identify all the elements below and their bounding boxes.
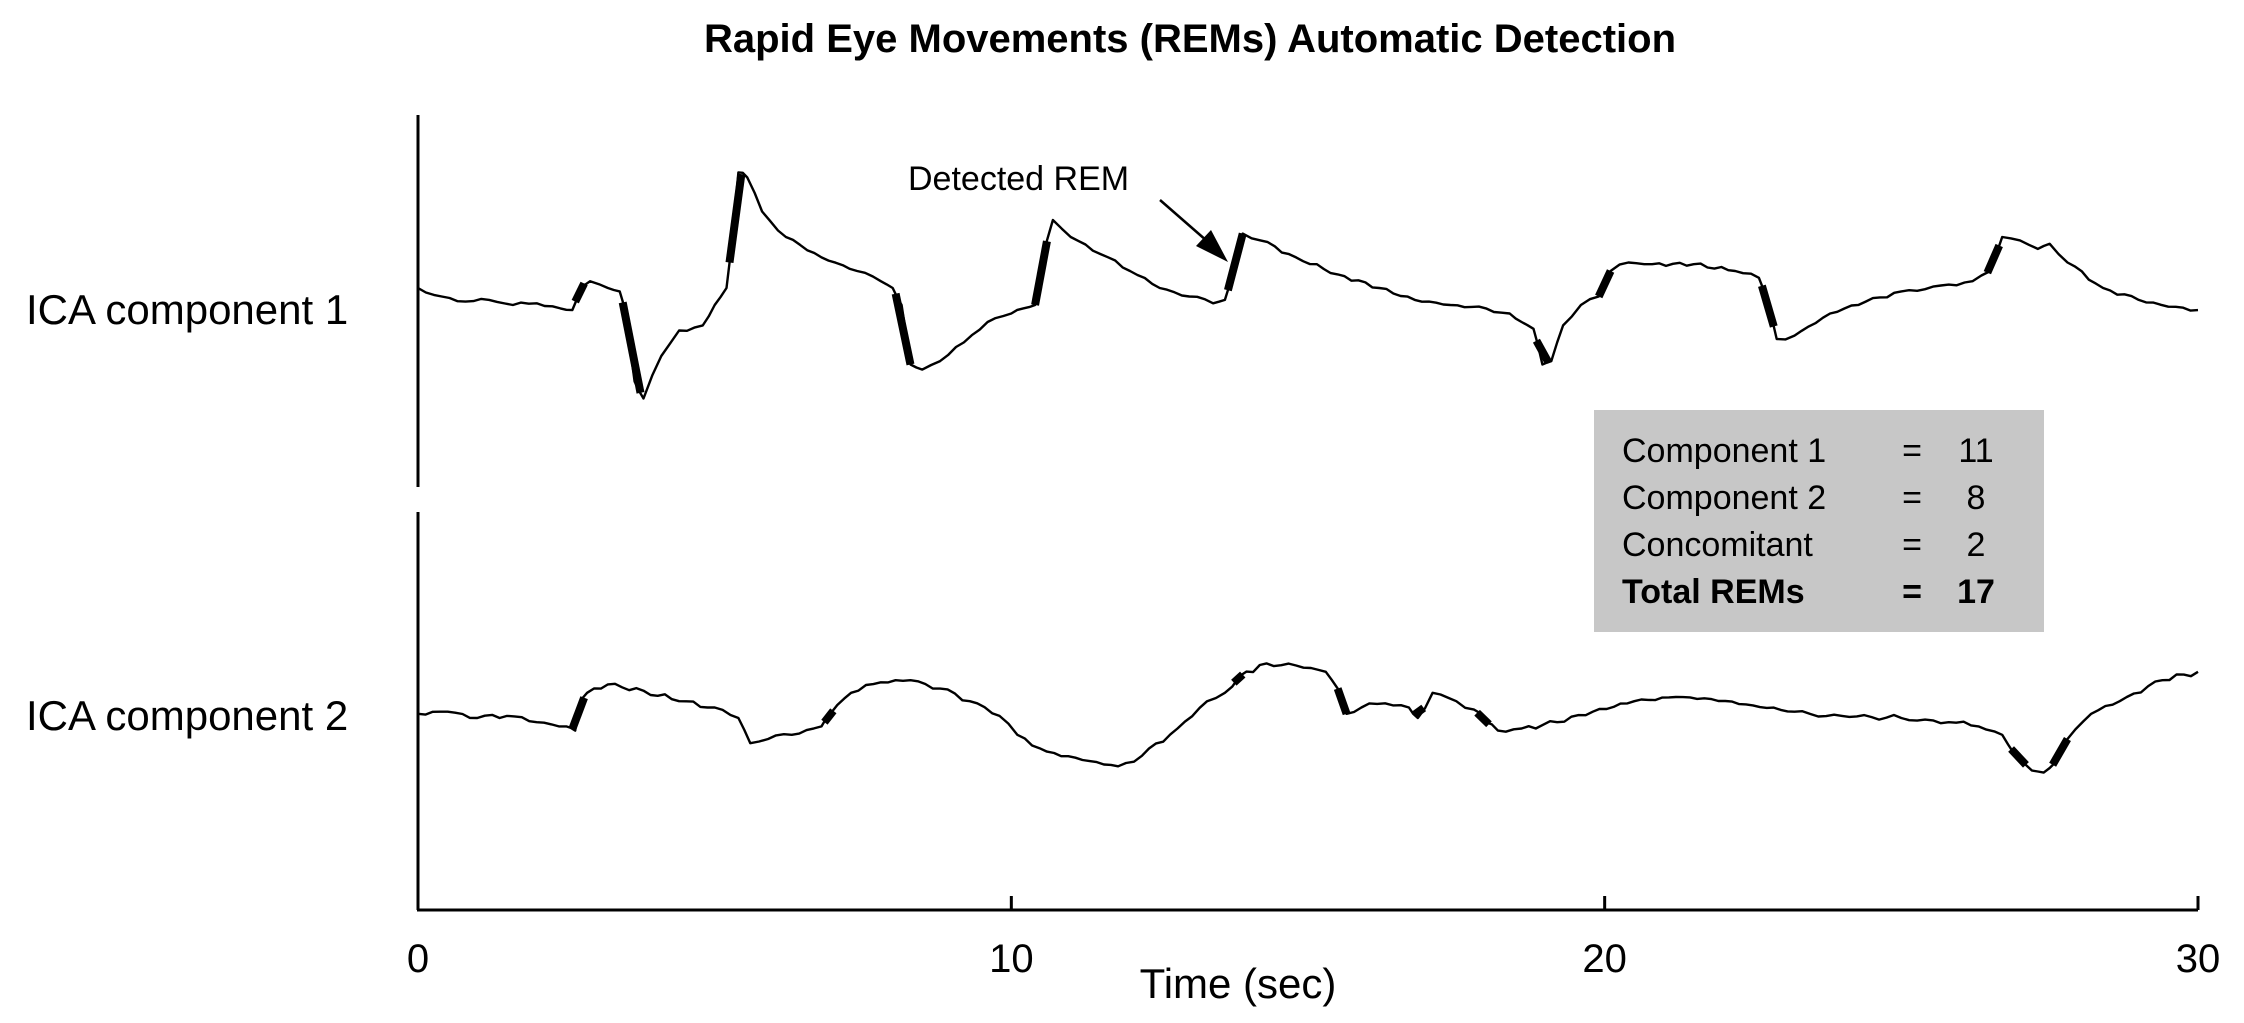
- rem-marker-s2-5: [1412, 704, 1427, 718]
- rem-marker-s2-4: [1333, 687, 1351, 716]
- rem-marker-s1-3: [725, 173, 746, 264]
- rem-marker-s1-2: [618, 301, 645, 394]
- annotation-text: Detected REM: [908, 160, 1129, 198]
- summary-eq-2: =: [1902, 479, 1922, 517]
- summary-label-2: Component 2: [1622, 479, 1826, 517]
- summary-eq-3: =: [1902, 526, 1922, 564]
- summary-eq-4: =: [1902, 573, 1922, 611]
- rem-marker-s1-7: [1532, 338, 1552, 365]
- rem-marker-s1-9: [1758, 284, 1778, 328]
- summary-value-4: 17: [1957, 573, 1995, 611]
- series-line-1: [417, 171, 2199, 400]
- annotation-arrowhead: [1196, 230, 1228, 262]
- rem-marker-s1-10: [1983, 243, 2003, 275]
- summary-table: Component 1 = 11 Component 2 = 8 Concomitant = 2…: [1622, 432, 1995, 611]
- rem-marker-s1-1: [571, 281, 588, 304]
- rem-marker-s1-6: [1224, 232, 1247, 292]
- summary-value-1: 11: [1958, 432, 1993, 470]
- x-axis-label: Time (sec): [1140, 960, 1337, 1007]
- rem-marker-s1-4: [891, 292, 915, 366]
- rem-marker-s2-1: [568, 696, 588, 731]
- chart-title: Rapid Eye Movements (REMs) Automatic Det…: [704, 17, 1676, 61]
- rem-marker-s2-6: [1474, 709, 1492, 728]
- series-line-2: [417, 662, 2199, 774]
- summary-label-1: Component 1: [1622, 432, 1826, 470]
- summary-value-3: 2: [1967, 526, 1986, 564]
- rem-marker-s2-2: [821, 708, 837, 725]
- x-tick-label-3: 30: [2176, 937, 2221, 981]
- series-label-1: ICA component 1: [26, 286, 348, 333]
- summary-label-4: Total REMs: [1622, 573, 1805, 611]
- rem-marker-s1-5: [1031, 240, 1051, 306]
- rem-marker-s1-8: [1595, 269, 1615, 299]
- summary-box: [1594, 410, 2044, 632]
- summary-label-3: Concomitant: [1622, 526, 1813, 564]
- traces: [417, 171, 2199, 774]
- rem-marker-s2-7: [2008, 746, 2029, 768]
- series-label-2: ICA component 2: [26, 692, 348, 739]
- summary-value-2: 8: [1967, 479, 1986, 517]
- rem-marker-s2-3: [1231, 671, 1246, 686]
- rem-markers: [568, 173, 2071, 768]
- x-tick-label-0: 0: [407, 937, 429, 981]
- rem-marker-s2-8: [2049, 737, 2071, 767]
- summary-eq-1: =: [1902, 432, 1922, 470]
- x-tick-label-1: 10: [989, 937, 1034, 981]
- x-tick-label-2: 20: [1582, 937, 1627, 981]
- x-ticks: 0 10 20 30: [407, 896, 2220, 981]
